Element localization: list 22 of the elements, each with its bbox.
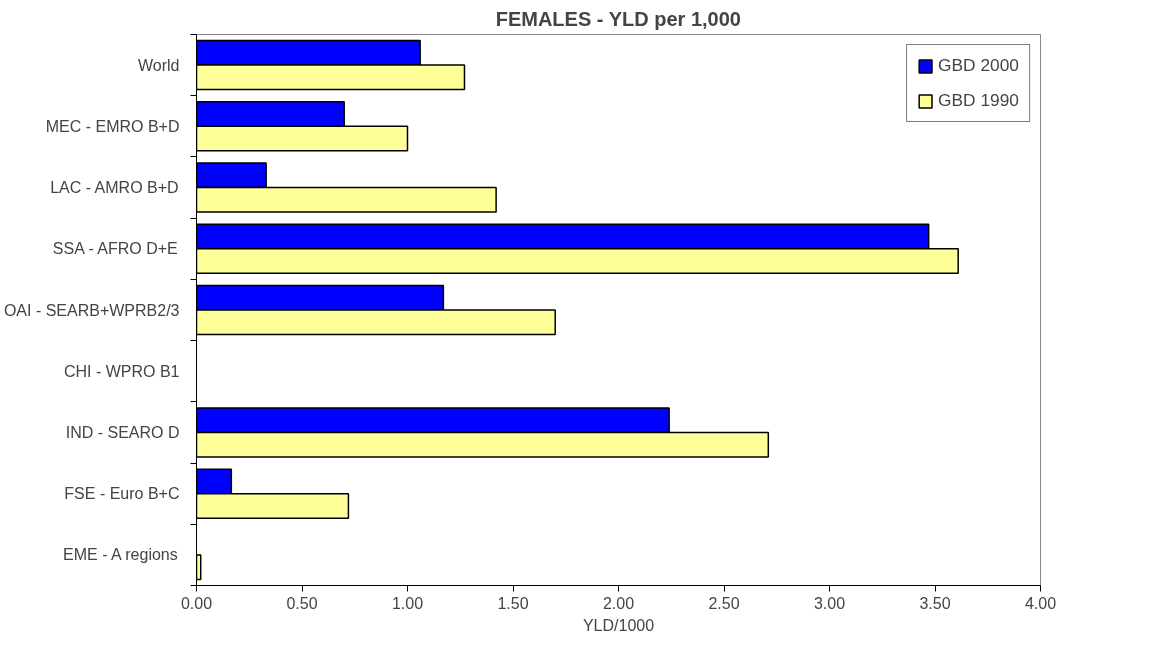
y-tick-label: EME - A regions: [63, 546, 178, 564]
y-tick-label: MEC - EMRO B+D: [45, 117, 180, 135]
legend-label: GBD 2000: [938, 55, 1019, 76]
x-tick-label: 4.00: [1024, 594, 1057, 612]
x-tick-label: 1.00: [391, 594, 424, 612]
y-tick-label: LAC - AMRO B+D: [50, 179, 179, 197]
x-tick-label: 0.00: [180, 594, 213, 612]
y-tick-label: IND - SEARO D: [65, 423, 180, 441]
y-tick-label: World: [138, 56, 180, 74]
x-tick-label: 3.00: [813, 594, 846, 612]
x-tick-label: 1.50: [497, 594, 529, 612]
x-tick-label: 3.50: [919, 594, 951, 612]
x-tick-label: 2.50: [708, 594, 740, 612]
y-tick-label: FSE - Euro B+C: [64, 485, 180, 503]
x-tick-label: 2.00: [602, 594, 635, 612]
x-axis-title: YLD/1000: [582, 616, 655, 634]
y-tick-label: CHI - WPRO B1: [63, 362, 180, 380]
y-tick-label: OAI - SEARB+WPRB2/3: [3, 301, 180, 319]
legend-label: GBD 1990: [938, 90, 1019, 111]
x-tick-label: 0.50: [286, 594, 318, 612]
chart-title: FEMALES - YLD per 1,000: [495, 7, 741, 30]
y-tick-label: SSA - AFRO D+E: [52, 240, 178, 258]
